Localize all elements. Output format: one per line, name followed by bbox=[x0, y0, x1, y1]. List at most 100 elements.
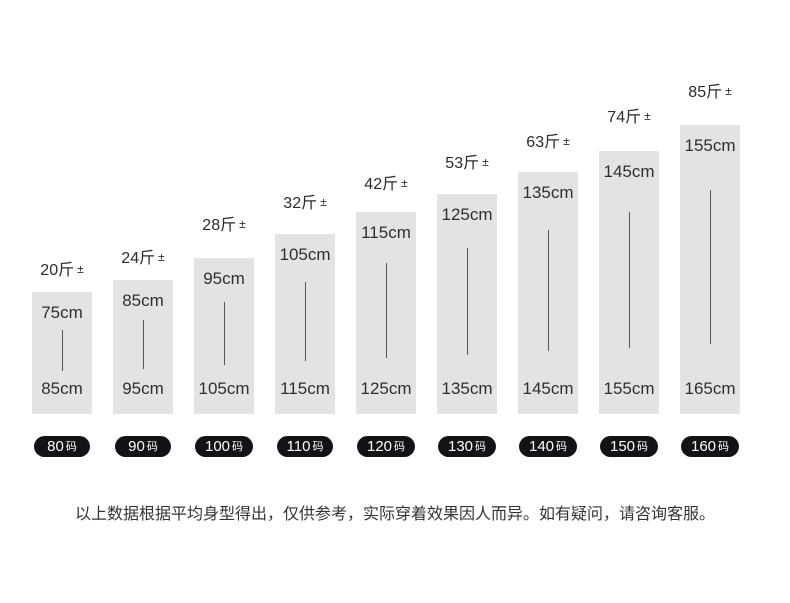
weight-label: 28斤 ± bbox=[202, 218, 245, 234]
size-column-120: 42斤 ± 115cm 125cm 120 码 bbox=[356, 177, 416, 457]
size-column-90: 24斤 ± 85cm 95cm 90 码 bbox=[113, 251, 173, 457]
range-line bbox=[385, 263, 387, 358]
weight-label: 32斤 ± bbox=[283, 196, 326, 212]
size-number: 90 bbox=[128, 438, 145, 455]
size-badge: 150 码 bbox=[599, 436, 659, 457]
height-max-label: 165cm bbox=[684, 379, 736, 398]
weight-value: 42斤 bbox=[364, 176, 399, 193]
height-max-label: 135cm bbox=[441, 379, 493, 398]
size-badge: 110 码 bbox=[276, 436, 334, 457]
size-badge: 90 码 bbox=[115, 436, 171, 457]
size-column-100: 28斤 ± 95cm 105cm 100 码 bbox=[194, 218, 254, 457]
height-range-bar: 145cm 155cm bbox=[599, 151, 659, 414]
height-min-label: 155cm bbox=[684, 136, 736, 155]
height-max-label: 105cm bbox=[198, 379, 250, 398]
range-line-wrap bbox=[32, 321, 92, 380]
size-number: 140 bbox=[528, 438, 555, 455]
height-max-label: 85cm bbox=[41, 379, 83, 398]
range-line-wrap bbox=[437, 223, 497, 380]
range-line-wrap bbox=[518, 201, 578, 380]
height-max-label: 145cm bbox=[522, 379, 574, 398]
size-number: 100 bbox=[204, 438, 231, 455]
height-min-label: 95cm bbox=[203, 269, 245, 288]
height-range-bar: 85cm 95cm bbox=[113, 280, 173, 414]
weight-value: 32斤 bbox=[283, 195, 318, 212]
height-range-bar: 105cm 115cm bbox=[275, 234, 335, 414]
size-column-130: 53斤 ± 125cm 135cm 130 码 bbox=[437, 156, 497, 457]
size-column-140: 63斤 ± 135cm 145cm 140 码 bbox=[518, 135, 578, 457]
size-unit: 码 bbox=[718, 440, 730, 453]
range-line-wrap bbox=[194, 287, 254, 380]
weight-label: 63斤 ± bbox=[526, 135, 569, 151]
weight-label: 85斤 ± bbox=[688, 85, 731, 101]
size-number: 110 bbox=[286, 438, 311, 455]
weight-value: 28斤 bbox=[202, 217, 237, 234]
range-line bbox=[304, 281, 306, 362]
height-max-label: 155cm bbox=[603, 379, 655, 398]
range-line bbox=[223, 301, 225, 366]
weight-label: 20斤 ± bbox=[40, 263, 83, 279]
plus-minus-sign: ± bbox=[725, 84, 732, 98]
height-range-bar: 75cm 85cm bbox=[32, 292, 92, 414]
size-number: 80 bbox=[47, 438, 64, 455]
weight-label: 24斤 ± bbox=[121, 251, 164, 267]
range-line bbox=[628, 212, 630, 348]
size-column-150: 74斤 ± 145cm 155cm 150 码 bbox=[599, 110, 659, 457]
range-line bbox=[466, 248, 468, 355]
size-unit: 码 bbox=[556, 440, 568, 453]
size-column-160: 85斤 ± 155cm 165cm 160 码 bbox=[680, 85, 740, 457]
plus-minus-sign: ± bbox=[644, 109, 651, 123]
size-badge: 120 码 bbox=[356, 436, 416, 457]
height-min-label: 135cm bbox=[522, 183, 574, 202]
disclaimer-text: 以上数据根据平均身型得出，仅供参考，实际穿着效果因人而异。如有疑问，请咨询客服。 bbox=[74, 506, 715, 523]
height-max-label: 125cm bbox=[360, 379, 412, 398]
size-unit: 码 bbox=[232, 440, 244, 453]
weight-value: 24斤 bbox=[121, 250, 156, 267]
height-range-bar: 135cm 145cm bbox=[518, 172, 578, 414]
plus-minus-sign: ± bbox=[482, 155, 489, 169]
range-line-wrap bbox=[599, 180, 659, 380]
plus-minus-sign: ± bbox=[563, 134, 570, 148]
size-number: 150 bbox=[609, 438, 636, 455]
size-unit: 码 bbox=[312, 440, 324, 453]
height-min-label: 105cm bbox=[279, 245, 331, 264]
range-line bbox=[61, 330, 63, 371]
size-unit: 码 bbox=[475, 440, 487, 453]
size-unit: 码 bbox=[65, 440, 77, 453]
height-range-bar: 125cm 135cm bbox=[437, 194, 497, 414]
size-number: 130 bbox=[447, 438, 474, 455]
size-unit: 码 bbox=[637, 440, 649, 453]
plus-minus-sign: ± bbox=[401, 176, 408, 190]
range-line-wrap bbox=[356, 241, 416, 380]
height-min-label: 115cm bbox=[361, 223, 411, 242]
height-range-bar: 115cm 125cm bbox=[356, 212, 416, 414]
range-line-wrap bbox=[113, 309, 173, 380]
size-unit: 码 bbox=[394, 440, 406, 453]
weight-value: 63斤 bbox=[526, 134, 561, 151]
size-badge: 130 码 bbox=[437, 436, 497, 457]
weight-label: 42斤 ± bbox=[364, 177, 407, 193]
range-line bbox=[547, 229, 549, 352]
size-badge: 140 码 bbox=[518, 436, 578, 457]
weight-value: 53斤 bbox=[445, 155, 480, 172]
height-min-label: 145cm bbox=[603, 162, 655, 181]
weight-value: 85斤 bbox=[688, 84, 723, 101]
plus-minus-sign: ± bbox=[320, 195, 327, 209]
size-chart: 20斤 ± 75cm 85cm 80 码 24斤 ± 85cm 95cm 90 码 28… bbox=[32, 85, 740, 457]
size-badge: 160 码 bbox=[680, 436, 740, 457]
range-line bbox=[709, 190, 711, 344]
size-column-80: 20斤 ± 75cm 85cm 80 码 bbox=[32, 263, 92, 457]
size-number: 120 bbox=[366, 438, 393, 455]
range-line-wrap bbox=[275, 263, 335, 380]
weight-value: 20斤 bbox=[40, 262, 75, 279]
weight-value: 74斤 bbox=[607, 109, 642, 126]
size-badge: 100 码 bbox=[194, 436, 254, 457]
range-line-wrap bbox=[680, 154, 740, 380]
range-line bbox=[142, 320, 144, 369]
plus-minus-sign: ± bbox=[77, 262, 84, 276]
height-min-label: 75cm bbox=[41, 303, 83, 322]
plus-minus-sign: ± bbox=[239, 217, 246, 231]
height-max-label: 95cm bbox=[122, 379, 164, 398]
size-column-110: 32斤 ± 105cm 115cm 110 码 bbox=[275, 196, 335, 457]
height-max-label: 115cm bbox=[280, 379, 330, 398]
